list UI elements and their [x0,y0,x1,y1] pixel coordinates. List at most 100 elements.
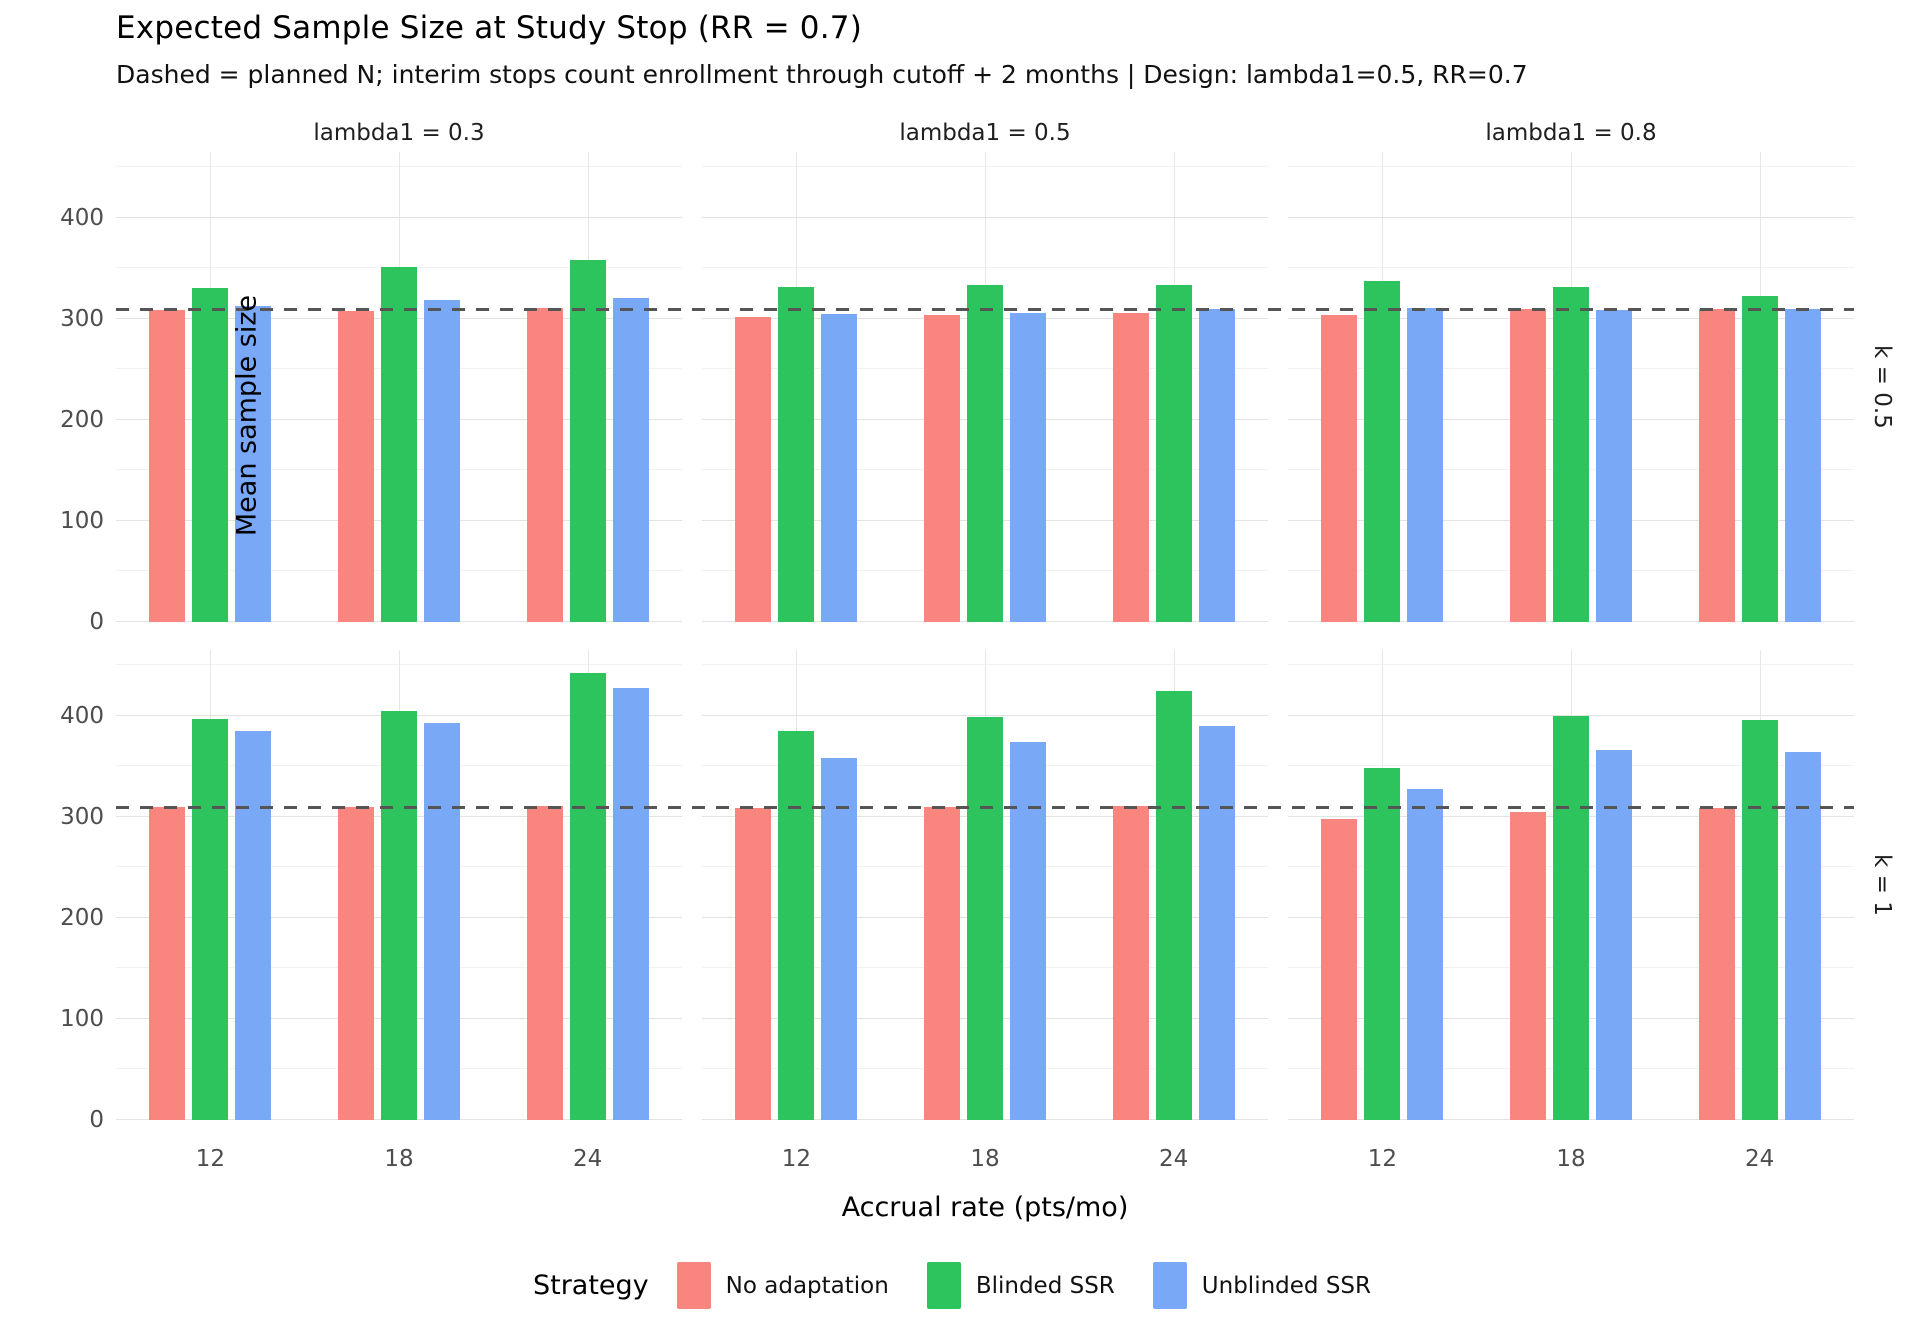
legend-item-blinded-ssr: Blinded SSR [926,1262,1115,1309]
bar-no-adaptation-x24 [1699,807,1735,1120]
bar-unblinded-ssr-x24 [1199,308,1235,622]
bar-blinded-ssr-x18 [967,716,1003,1120]
bar-blinded-ssr-x24 [1742,295,1778,622]
bar-no-adaptation-x18 [338,806,374,1120]
x-tick-label: 12 [1367,1146,1397,1172]
legend-swatch-unblinded-ssr [1152,1262,1187,1309]
x-tick-label: 24 [1745,1146,1775,1172]
bar-unblinded-ssr-x24 [613,688,649,1120]
bar-no-adaptation-x18 [1510,811,1546,1120]
bar-unblinded-ssr-x18 [424,722,460,1120]
legend: Strategy No adaptation Blinded SSR Unbli… [0,1262,1920,1309]
x-tick-label: 24 [1159,1146,1189,1172]
chart-title: Expected Sample Size at Study Stop (RR =… [116,10,863,46]
bar-no-adaptation-x12 [1321,818,1357,1120]
bar-unblinded-ssr-x24 [1785,752,1821,1120]
y-tick-label: 200 [60,904,104,931]
bar-blinded-ssr-x12 [1364,281,1400,622]
x-tick-label: 18 [970,1146,1000,1172]
planned-n-reference-line [116,805,1854,809]
bar-unblinded-ssr-x18 [1010,741,1046,1120]
panel-lambda1-0-3-k-0-5 [116,152,682,622]
x-tick-label: 18 [1556,1146,1586,1172]
x-tick-label: 12 [195,1146,225,1172]
legend-label-blinded-ssr: Blinded SSR [975,1272,1115,1299]
bar-no-adaptation-x12 [149,309,185,622]
bar-blinded-ssr-x24 [570,673,606,1120]
bar-blinded-ssr-x12 [1364,768,1400,1120]
chart-subtitle: Dashed = planned N; interim stops count … [116,60,1528,89]
facet-strip-lambda1-0.5: lambda1 = 0.5 [899,120,1071,146]
bar-unblinded-ssr-x12 [1407,789,1443,1120]
bar-blinded-ssr-x24 [570,260,606,622]
y-tick-label: 200 [60,406,104,433]
bar-unblinded-ssr-x12 [821,313,857,622]
bar-unblinded-ssr-x12 [1407,307,1443,622]
bar-blinded-ssr-x18 [1553,715,1589,1120]
x-tick-label: 18 [384,1146,414,1172]
bar-blinded-ssr-x18 [381,710,417,1120]
planned-n-reference-line [116,307,1854,311]
legend-item-no-adaptation: No adaptation [676,1262,889,1309]
legend-swatch-no-adaptation [676,1262,711,1309]
bar-unblinded-ssr-x12 [821,758,857,1120]
bar-no-adaptation-x18 [338,310,374,622]
bar-unblinded-ssr-x18 [1596,750,1632,1120]
panel-lambda1-0-5-k-0-5 [702,152,1268,622]
panel-lambda1-0-3-k-1 [116,650,682,1120]
bar-no-adaptation-x24 [527,805,563,1120]
y-tick-label: 100 [60,1005,104,1032]
bar-unblinded-ssr-x24 [613,297,649,622]
bar-no-adaptation-x18 [924,806,960,1120]
bar-unblinded-ssr-x24 [1199,725,1235,1120]
facet-strip-lambda1-0.3: lambda1 = 0.3 [313,120,485,146]
legend-swatch-blinded-ssr [926,1262,961,1309]
x-tick-label: 12 [781,1146,811,1172]
y-tick-label: 400 [60,204,104,231]
bar-unblinded-ssr-x12 [235,730,271,1120]
y-tick-label: 400 [60,702,104,729]
bar-no-adaptation-x18 [924,314,960,622]
bar-blinded-ssr-x12 [778,730,814,1120]
y-tick-label: 0 [89,1107,104,1133]
y-tick-label: 300 [60,305,104,332]
bar-no-adaptation-x24 [1113,805,1149,1120]
bar-no-adaptation-x24 [1699,308,1735,622]
legend-item-unblinded-ssr: Unblinded SSR [1152,1262,1372,1309]
bar-unblinded-ssr-x18 [1596,309,1632,622]
bar-no-adaptation-x12 [1321,314,1357,622]
panel-lambda1-0-8-k-1 [1288,650,1854,1120]
bar-blinded-ssr-x24 [1156,691,1192,1120]
facet-strip-k-0.5: k = 0.5 [1862,152,1902,622]
bar-unblinded-ssr-x18 [1010,312,1046,622]
bar-blinded-ssr-x24 [1156,285,1192,622]
bar-blinded-ssr-x18 [967,285,1003,622]
x-axis-title: Accrual rate (pts/mo) [841,1192,1129,1223]
facet-strip-lambda1-0.8: lambda1 = 0.8 [1485,120,1657,146]
legend-title: Strategy [532,1270,649,1301]
bar-unblinded-ssr-x12 [235,305,271,622]
bar-blinded-ssr-x12 [192,288,228,622]
panel-lambda1-0-5-k-1 [702,650,1268,1120]
bar-no-adaptation-x12 [735,316,771,622]
legend-label-unblinded-ssr: Unblinded SSR [1201,1272,1372,1299]
bar-unblinded-ssr-x24 [1785,308,1821,622]
bar-no-adaptation-x24 [1113,312,1149,622]
y-tick-label: 0 [89,609,104,635]
bar-no-adaptation-x12 [149,806,185,1120]
bar-blinded-ssr-x18 [1553,287,1589,622]
bar-blinded-ssr-x12 [778,287,814,622]
y-axis-title: Mean sample size [231,294,263,537]
y-tick-label: 100 [60,507,104,534]
bar-blinded-ssr-x18 [381,267,417,622]
x-tick-label: 24 [573,1146,603,1172]
bar-unblinded-ssr-x18 [424,299,460,622]
bar-no-adaptation-x12 [735,807,771,1120]
legend-label-no-adaptation: No adaptation [725,1272,889,1299]
facet-strip-k-1: k = 1 [1862,650,1902,1120]
bar-no-adaptation-x24 [527,307,563,622]
bar-blinded-ssr-x12 [192,718,228,1120]
y-tick-label: 300 [60,803,104,830]
bar-blinded-ssr-x24 [1742,719,1778,1120]
